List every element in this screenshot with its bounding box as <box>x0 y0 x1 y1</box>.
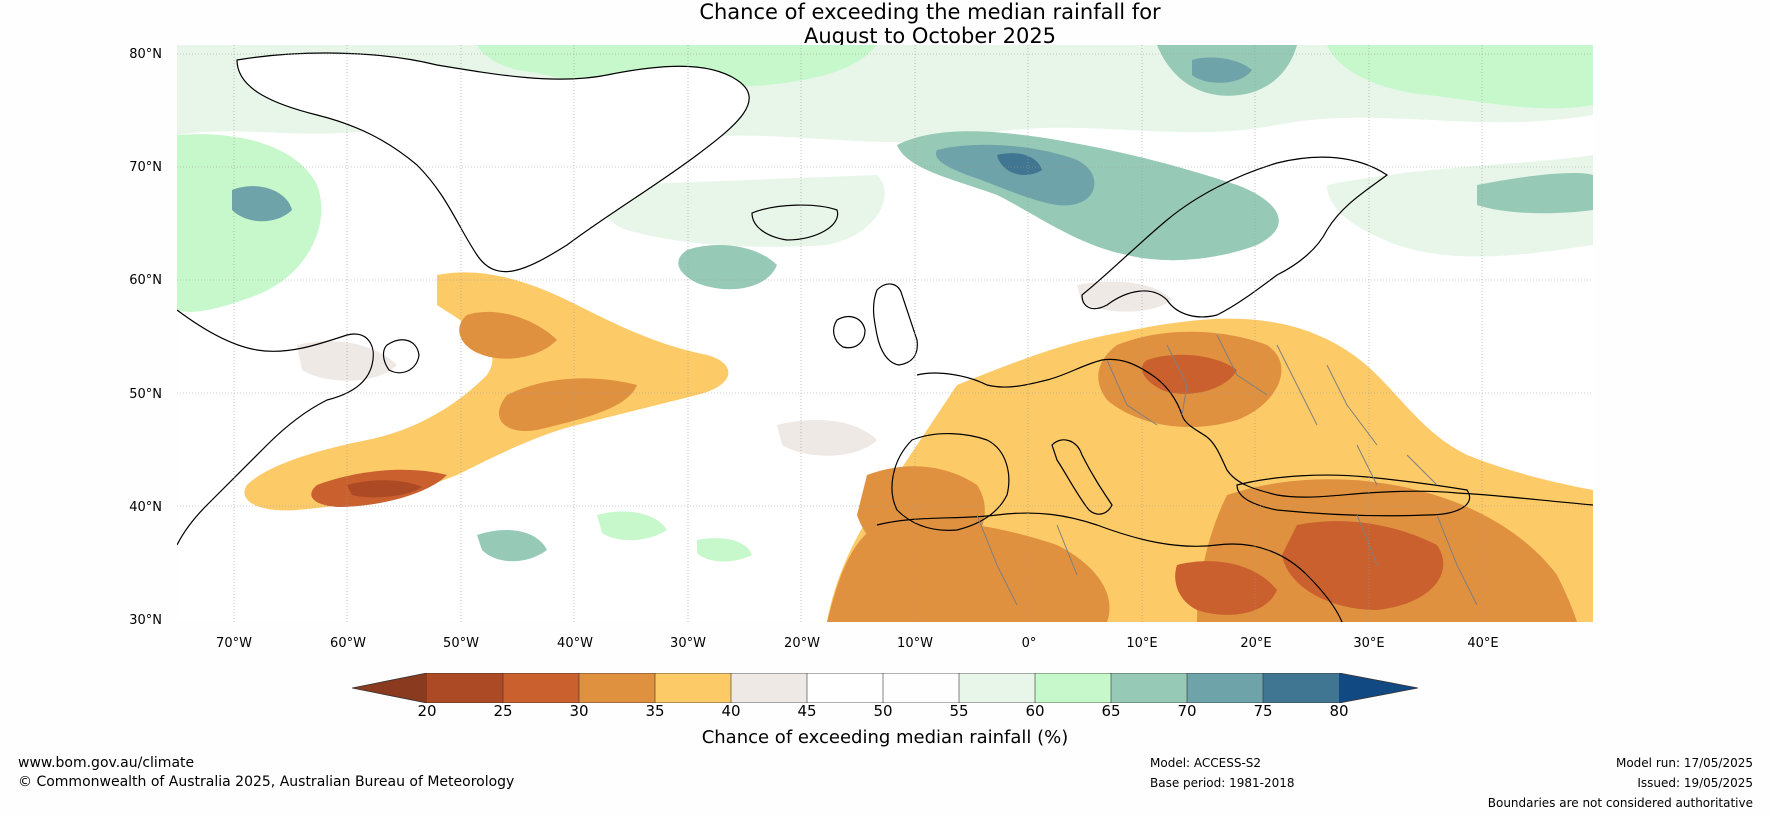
copyright-text: © Commonwealth of Australia 2025, Austra… <box>18 774 515 790</box>
rainfall-map <box>177 45 1593 622</box>
lon-label-60w: 60°W <box>330 636 366 651</box>
colorbar-tick-40: 40 <box>721 702 741 720</box>
wet-region-norwegian-center <box>997 153 1042 175</box>
wet-patch-atlantic-south-3 <box>697 538 752 562</box>
colorbar-segment-45-50 <box>807 673 883 703</box>
lon-label-40w: 40°W <box>557 636 593 651</box>
colorbar-segment-55-60 <box>959 673 1035 703</box>
lon-label-10e: 10°E <box>1126 636 1158 651</box>
lon-label-30w: 30°W <box>670 636 706 651</box>
wet-region-east-arctic <box>1327 45 1593 109</box>
wet-region-norwegian-core <box>936 144 1095 206</box>
wet-patch-atlantic-south-2 <box>597 511 667 541</box>
lat-label-30n: 30°N <box>129 613 162 628</box>
iceland-land <box>751 204 839 241</box>
ireland-coast <box>833 316 866 349</box>
colorbar-title: Chance of exceeding median rainfall (%) <box>701 727 1069 748</box>
lat-label-40n: 40°N <box>129 500 162 515</box>
dry-band-core-4 <box>347 480 422 498</box>
lat-label-50n: 50°N <box>129 387 162 402</box>
colorbar-tick-65: 65 <box>1101 702 1121 720</box>
dry-region-egypt-core <box>1175 561 1277 615</box>
wet-region-south-iceland <box>678 245 777 290</box>
colorbar-tick-30: 30 <box>569 702 589 720</box>
lon-label-0: 0° <box>1021 636 1037 651</box>
dry-band-core-2 <box>498 378 637 431</box>
colorbar-tick-55: 55 <box>949 702 969 720</box>
north-america-coast <box>177 309 374 546</box>
colorbar-tick-80: 80 <box>1329 702 1349 720</box>
newfoundland-coast <box>382 339 420 374</box>
lon-label-40e: 40°E <box>1467 636 1499 651</box>
colorbar <box>352 673 1418 703</box>
colorbar-tick-45: 45 <box>797 702 817 720</box>
map-canvas <box>177 45 1593 622</box>
lon-label-70w: 70°W <box>216 636 252 651</box>
map-title-line1: Chance of exceeding the median rainfall … <box>699 0 1161 24</box>
colorbar-segment-60-65 <box>1035 673 1111 703</box>
wet-region-baltic-east <box>1477 173 1593 214</box>
lat-label-80n: 80°N <box>129 47 162 62</box>
issued-text: Issued: 19/05/2025 <box>1637 776 1753 790</box>
colorbar-segment-70-75 <box>1187 673 1263 703</box>
scandinavia-coast <box>1081 156 1389 318</box>
colorbar-segment-50-55 <box>883 673 959 703</box>
turkey-coast <box>1236 474 1471 517</box>
colorbar-tick-25: 25 <box>493 702 513 720</box>
colorbar-tick-35: 35 <box>645 702 665 720</box>
map-title-line2: August to October 2025 <box>803 24 1057 48</box>
colorbar-segment-40-45 <box>731 673 807 703</box>
wet-patch-atlantic-south <box>477 530 547 562</box>
lon-label-10w: 10°W <box>897 636 933 651</box>
website-link[interactable]: www.bom.gov.au/climate <box>18 755 195 771</box>
colorbar-segment-20-25 <box>427 673 503 703</box>
europe-coast <box>916 358 1593 506</box>
base-period-text: Base period: 1981-2018 <box>1150 776 1295 790</box>
map-gridlines <box>177 45 1593 622</box>
lon-label-50w: 50°W <box>443 636 479 651</box>
map-title: Chance of exceeding the median rainfall … <box>0 0 1770 48</box>
dry-band-north-atlantic <box>244 272 729 511</box>
wet-region-svalbard-core <box>1192 57 1252 83</box>
colorbar-segment-75-80 <box>1263 673 1339 703</box>
colorbar-segment-25-30 <box>503 673 579 703</box>
lat-label-60n: 60°N <box>129 273 162 288</box>
colorbar-segment-30-35 <box>579 673 655 703</box>
dry-region-levant-core <box>1282 521 1444 610</box>
colorbar-segment-35-40 <box>655 673 731 703</box>
dry-region-poland-inner <box>1142 354 1237 394</box>
colorbar-segment-lt20 <box>352 673 427 703</box>
africa-coast <box>876 512 1343 622</box>
colorbar-segment-65-70 <box>1111 673 1187 703</box>
disclaimer-text: Boundaries are not considered authoritat… <box>1487 796 1753 810</box>
italy-coast <box>1051 439 1113 515</box>
model-text: Model: ACCESS-S2 <box>1150 756 1262 770</box>
neutral-patch-3 <box>1077 281 1172 312</box>
iberia-coast <box>891 432 1010 531</box>
colorbar-tick-50: 50 <box>873 702 893 720</box>
colorbar-tick-70: 70 <box>1177 702 1197 720</box>
colorbar-tick-60: 60 <box>1025 702 1045 720</box>
wet-region-arctic-2 <box>477 45 877 87</box>
lon-label-30e: 30°E <box>1353 636 1385 651</box>
lon-label-20e: 20°E <box>1240 636 1272 651</box>
greenland-land <box>236 52 750 273</box>
neutral-patch-2 <box>777 420 877 456</box>
wet-region-labrador <box>177 134 322 312</box>
great-britain-coast <box>872 283 918 366</box>
country-borders <box>976 334 1478 606</box>
colorbar-tick-75: 75 <box>1253 702 1273 720</box>
dry-region-north-africa <box>827 521 1110 622</box>
model-run-text: Model run: 17/05/2025 <box>1615 756 1753 770</box>
lat-label-70n: 70°N <box>129 160 162 175</box>
colorbar-tick-20: 20 <box>417 702 437 720</box>
dry-band-core-1 <box>459 311 557 359</box>
lon-label-20w: 20°W <box>784 636 820 651</box>
colorbar-segment-gt80 <box>1339 673 1418 703</box>
wet-region-labrador-core <box>232 186 292 222</box>
